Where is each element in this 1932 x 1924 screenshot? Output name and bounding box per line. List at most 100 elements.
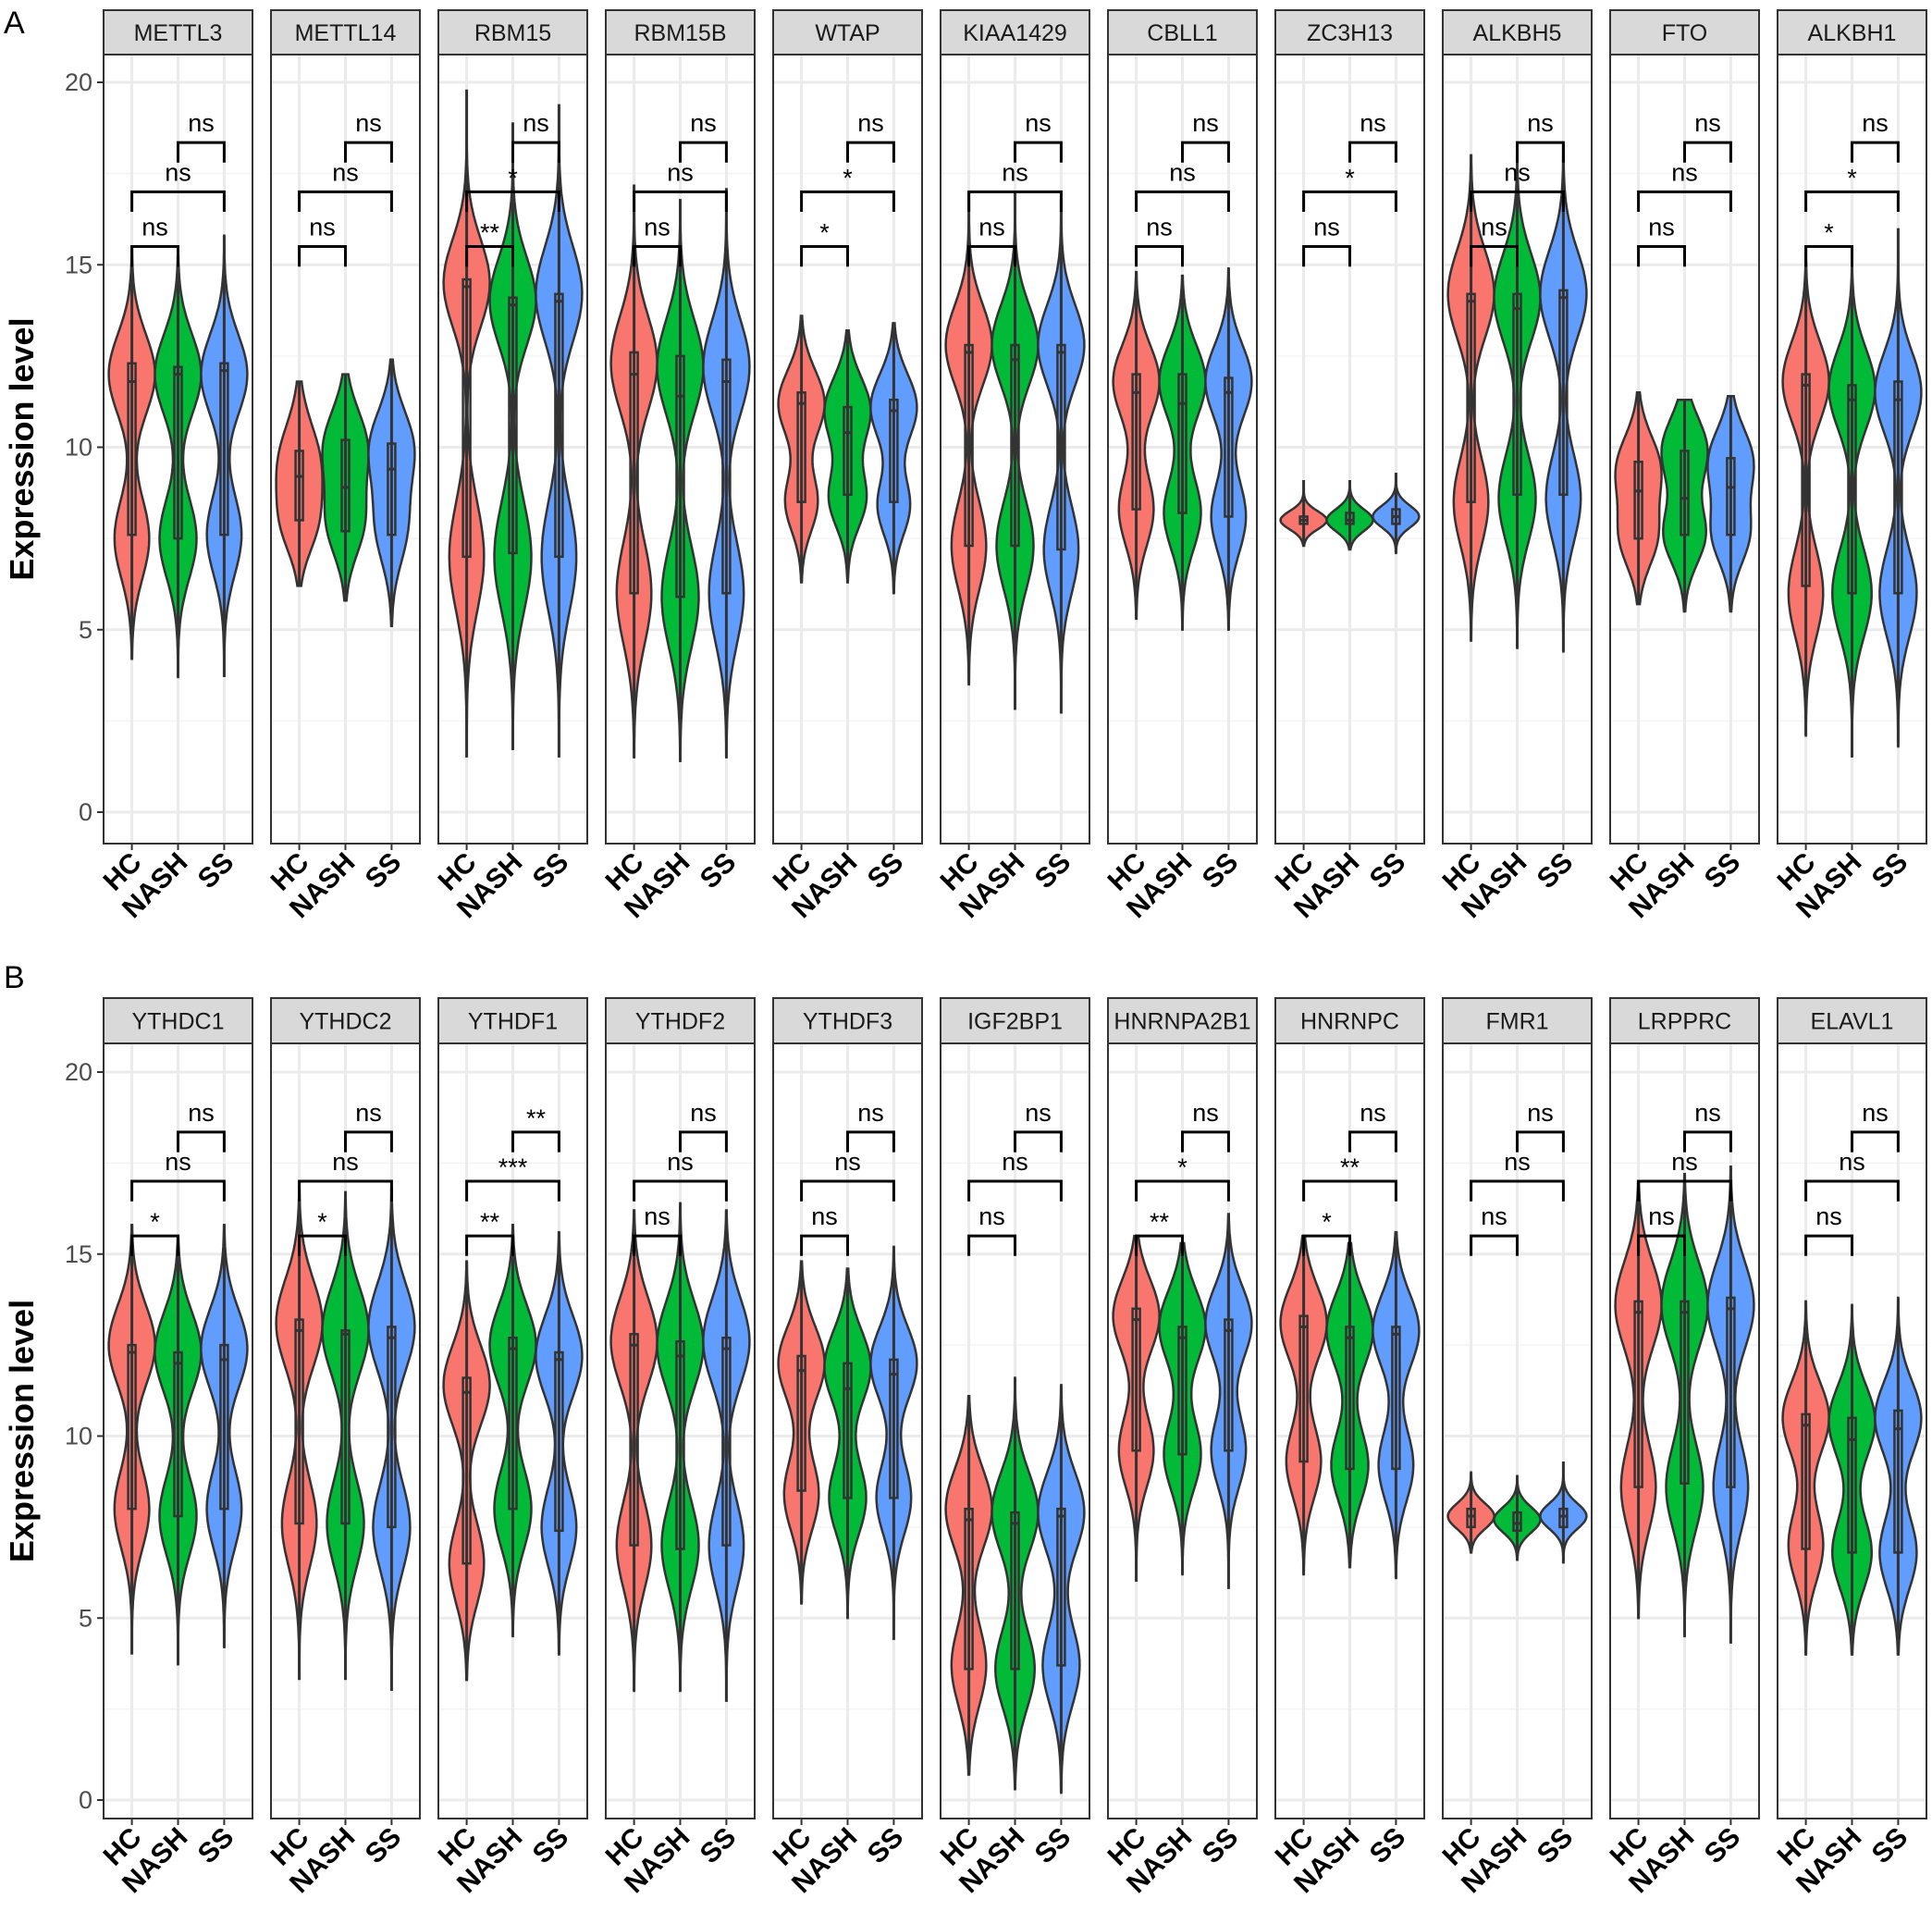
significance-label: ns [142, 214, 168, 241]
significance-label: ns [644, 214, 671, 241]
facet-title: LRPPRC [1638, 1009, 1731, 1035]
x-tick-label: SS [1699, 847, 1747, 895]
significance-label: * [1345, 164, 1355, 191]
box-iqr [1131, 1307, 1141, 1452]
box-iqr [1558, 289, 1569, 497]
box-iqr [629, 351, 639, 595]
box-iqr [721, 358, 732, 595]
significance-label: ns [188, 1099, 215, 1127]
significance-bracket [800, 1234, 849, 1256]
box-iqr [173, 1350, 183, 1518]
facet-strip [1777, 9, 1927, 56]
significance-label: ns [309, 214, 336, 241]
significance-label: ns [165, 158, 191, 186]
facet-title: METTL14 [295, 20, 397, 46]
box-iqr [1298, 1314, 1309, 1463]
box-iqr [1680, 1300, 1690, 1485]
significance-bracket [1181, 141, 1230, 163]
box-iqr [1056, 343, 1066, 551]
y-tick-label: 20 [65, 1058, 92, 1086]
x-tick-label: SS [360, 847, 408, 895]
box-iqr [1512, 292, 1522, 497]
x-tick-label: SS [1197, 847, 1245, 895]
box-iqr [461, 1376, 472, 1565]
x-tick-label: SS [1532, 847, 1580, 895]
significance-label: ns [1504, 158, 1531, 186]
significance-bracket [344, 1130, 393, 1153]
box-iqr [1893, 1409, 1903, 1554]
x-tick-label: SS [862, 1822, 910, 1870]
y-tick-label: 0 [79, 1786, 92, 1814]
x-tick-label: SS [862, 847, 910, 895]
significance-bracket [846, 1130, 895, 1153]
facet-strip [1274, 997, 1425, 1044]
significance-label: ns [1671, 158, 1698, 186]
significance-bracket [344, 141, 393, 163]
facet-title: HNRNPA2B1 [1114, 1009, 1250, 1035]
box-iqr [1177, 1326, 1188, 1456]
box-iqr [1131, 373, 1141, 511]
box-iqr [127, 1343, 137, 1511]
facet-title: KIAA1429 [963, 20, 1067, 46]
facet-strip [103, 997, 253, 1044]
x-tick-label: SS [1866, 847, 1914, 895]
significance-bracket [130, 1234, 179, 1256]
box-iqr [964, 1507, 974, 1671]
significance-bracket [511, 1130, 560, 1153]
x-tick-label: SS [1364, 847, 1412, 895]
panel-tag: B [4, 960, 25, 995]
box-iqr [1177, 373, 1188, 514]
significance-label: ns [1648, 214, 1675, 241]
box-iqr [294, 1318, 304, 1525]
box-iqr [1466, 292, 1476, 503]
significance-bracket [679, 141, 728, 163]
box-iqr [796, 1354, 806, 1492]
significance-label: ** [480, 1208, 500, 1236]
x-tick-label: SS [1532, 1822, 1580, 1870]
facet-strip [1107, 997, 1258, 1044]
significance-bracket [1470, 1179, 1565, 1202]
significance-bracket [1302, 245, 1351, 267]
significance-bracket [1637, 1234, 1686, 1256]
box-iqr [721, 1337, 732, 1547]
significance-label: ns [1694, 1099, 1721, 1127]
x-tick-label: SS [1029, 847, 1077, 895]
significance-label: ** [480, 219, 500, 247]
significance-bracket [1348, 1130, 1397, 1153]
box-iqr [1512, 1511, 1522, 1533]
x-tick-label: SS [1699, 1822, 1747, 1870]
significance-label: ns [1481, 1202, 1507, 1230]
significance-bracket [1302, 1179, 1397, 1202]
significance-label: * [317, 1208, 327, 1236]
significance-bracket [130, 245, 179, 267]
box-iqr [294, 450, 304, 522]
significance-bracket [465, 190, 560, 213]
significance-label: ns [667, 1148, 694, 1176]
significance-label: ns [978, 214, 1005, 241]
significance-bracket [177, 141, 226, 163]
box-iqr [1801, 373, 1811, 587]
box-iqr [1893, 380, 1903, 595]
significance-bracket [633, 190, 728, 213]
y-tick-label: 10 [65, 434, 92, 462]
facet-title: RBM15 [474, 20, 551, 46]
box-iqr [675, 354, 685, 598]
significance-label: * [1824, 219, 1834, 247]
significance-label: ns [1025, 1099, 1052, 1127]
box-iqr [1391, 1326, 1401, 1471]
significance-bracket [633, 1234, 682, 1256]
box-iqr [1010, 1511, 1020, 1671]
box-iqr [1558, 1507, 1569, 1529]
significance-bracket [679, 1130, 728, 1153]
significance-bracket [1804, 190, 1900, 213]
